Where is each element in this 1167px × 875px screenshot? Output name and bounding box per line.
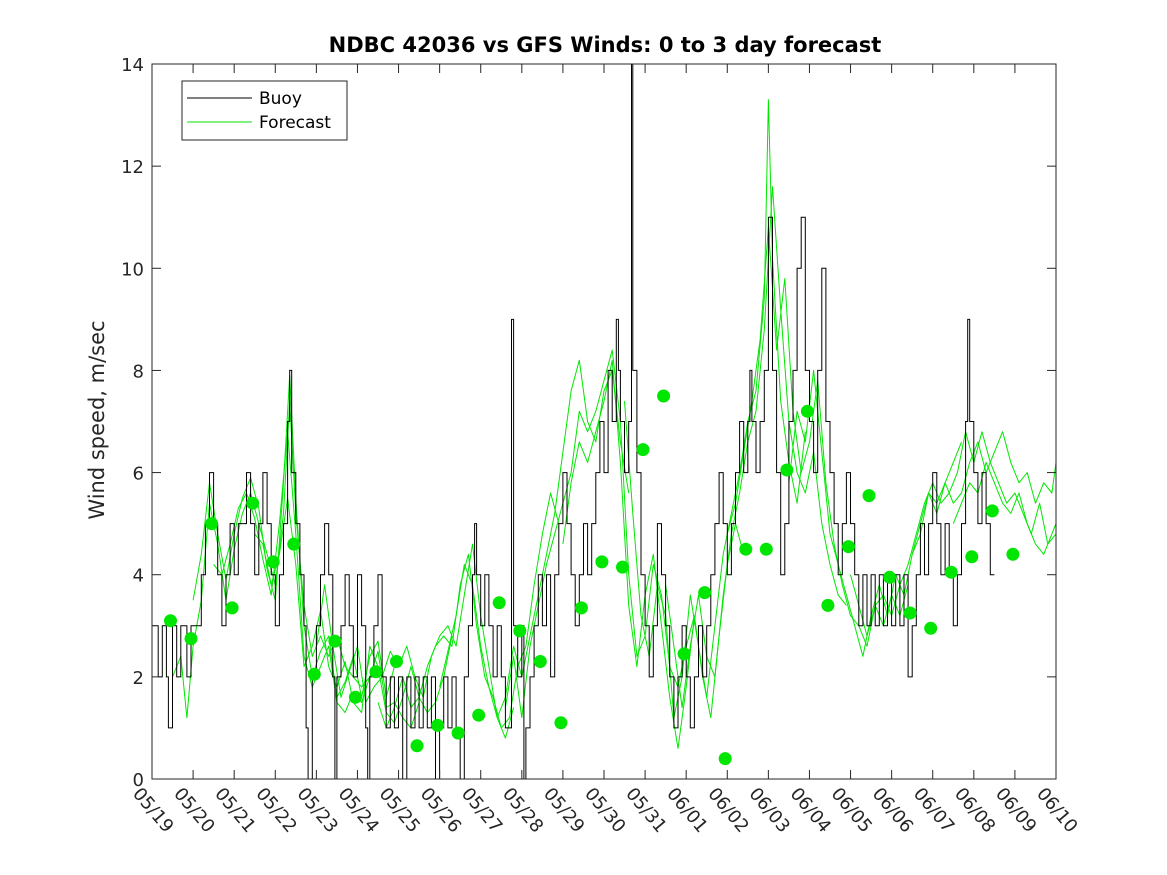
y-axis-label: Wind speed, m/sec xyxy=(85,320,109,519)
chart-title: NDBC 42036 vs GFS Winds: 0 to 3 day fore… xyxy=(329,33,882,57)
legend-box xyxy=(181,80,348,141)
forecast-marker-4 xyxy=(225,601,239,615)
forecast-marker-8 xyxy=(307,667,321,681)
forecast-marker-23 xyxy=(616,560,629,574)
forecast-line-9 xyxy=(562,359,745,749)
forecast-marker-9 xyxy=(328,634,342,648)
forecast-marker-18 xyxy=(513,624,527,638)
forecast-marker-7 xyxy=(287,537,301,551)
forecast-marker-24 xyxy=(636,443,650,457)
forecast-line-7 xyxy=(439,359,630,719)
plot-series-group xyxy=(152,64,1056,779)
forecast-marker-34 xyxy=(842,540,855,554)
forecast-line-2 xyxy=(192,375,395,698)
forecast-marker-6 xyxy=(266,555,280,569)
forecast-marker-14 xyxy=(431,718,445,732)
forecast-marker-36 xyxy=(883,570,897,584)
forecast-marker-30 xyxy=(759,542,773,556)
forecast-marker-3 xyxy=(205,517,219,531)
forecast-marker-25 xyxy=(657,389,671,403)
plot-area xyxy=(152,64,1056,779)
y-tick-label-12: 12 xyxy=(121,157,144,178)
forecast-marker-42 xyxy=(1006,547,1020,561)
y-tick-label-14: 14 xyxy=(121,55,144,76)
y-tick-label-2: 2 xyxy=(133,668,144,689)
legend: Buoy Forecast xyxy=(181,80,348,141)
forecast-marker-2 xyxy=(184,632,198,646)
forecast-marker-32 xyxy=(800,404,814,418)
forecast-line-10 xyxy=(624,99,806,719)
forecast-marker-10 xyxy=(348,690,362,704)
forecast-marker-22 xyxy=(595,555,609,569)
forecast-marker-17 xyxy=(492,596,506,610)
forecast-marker-38 xyxy=(924,621,938,635)
forecast-line-14 xyxy=(850,431,1056,637)
forecast-marker-19 xyxy=(533,655,547,668)
forecast-marker-26 xyxy=(677,647,691,661)
forecast-marker-28 xyxy=(718,752,732,766)
forecast-line-16 xyxy=(952,461,1056,555)
forecast-marker-37 xyxy=(903,606,917,620)
forecast-marker-33 xyxy=(821,598,835,612)
forecast-marker-1 xyxy=(164,614,177,628)
y-tick-label-10: 10 xyxy=(121,259,144,280)
y-tick-label-0: 0 xyxy=(133,770,144,791)
forecast-marker-5 xyxy=(246,496,260,510)
forecast-marker-41 xyxy=(985,504,999,518)
forecast-marker-39 xyxy=(944,565,958,579)
forecast-marker-13 xyxy=(410,739,424,753)
forecast-marker-35 xyxy=(862,489,876,503)
legend-label-buoy: Buoy xyxy=(259,89,302,109)
y-tick-label-8: 8 xyxy=(133,361,144,382)
forecast-marker-16 xyxy=(472,708,486,722)
forecast-marker-40 xyxy=(965,550,979,564)
forecast-marker-27 xyxy=(698,586,712,600)
y-tick-label-6: 6 xyxy=(133,464,144,485)
forecast-marker-11 xyxy=(369,665,383,679)
forecast-marker-15 xyxy=(451,726,465,740)
forecast-marker-12 xyxy=(390,655,403,668)
forecast-marker-20 xyxy=(554,716,568,730)
forecast-line-11 xyxy=(665,186,847,708)
forecast-line-6 xyxy=(377,492,560,729)
forecast-marker-29 xyxy=(739,542,753,556)
forecast-marker-31 xyxy=(780,463,794,477)
y-tick-label-4: 4 xyxy=(133,566,144,587)
forecast-marker-21 xyxy=(574,601,588,615)
buoy-line xyxy=(152,64,995,779)
legend-label-forecast: Forecast xyxy=(259,113,331,133)
